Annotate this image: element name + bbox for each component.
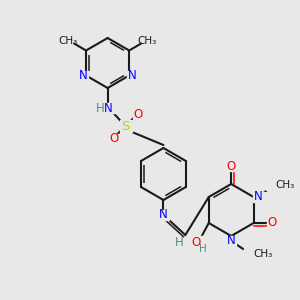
Bar [266, 181, 286, 190]
Text: CH₃: CH₃ [137, 35, 157, 46]
Bar [109, 134, 118, 142]
Text: CH₃: CH₃ [58, 35, 78, 46]
Text: N: N [254, 190, 263, 203]
Text: O: O [267, 217, 276, 230]
Bar [226, 161, 236, 170]
Bar [78, 71, 88, 80]
Bar [98, 103, 118, 113]
Text: H: H [175, 236, 184, 248]
Text: N: N [128, 69, 136, 82]
Text: O: O [109, 131, 118, 145]
Bar [127, 71, 137, 80]
Bar [253, 192, 265, 202]
Text: N: N [104, 101, 113, 115]
Text: S: S [122, 119, 130, 133]
Text: CH₃: CH₃ [253, 249, 272, 259]
Text: N: N [79, 69, 87, 82]
Bar [133, 110, 142, 118]
Bar [158, 210, 169, 220]
Text: N: N [159, 208, 168, 221]
Bar [174, 238, 184, 247]
Text: O: O [133, 107, 142, 121]
Text: H: H [199, 244, 207, 254]
Bar [243, 250, 263, 259]
Text: N: N [227, 235, 236, 248]
Text: CH₃: CH₃ [275, 180, 295, 190]
Bar [186, 236, 206, 246]
Text: O: O [226, 160, 236, 172]
Bar [226, 236, 236, 246]
Bar [120, 120, 131, 132]
Text: O: O [191, 236, 200, 250]
Bar [267, 218, 277, 227]
Text: H: H [96, 101, 105, 115]
